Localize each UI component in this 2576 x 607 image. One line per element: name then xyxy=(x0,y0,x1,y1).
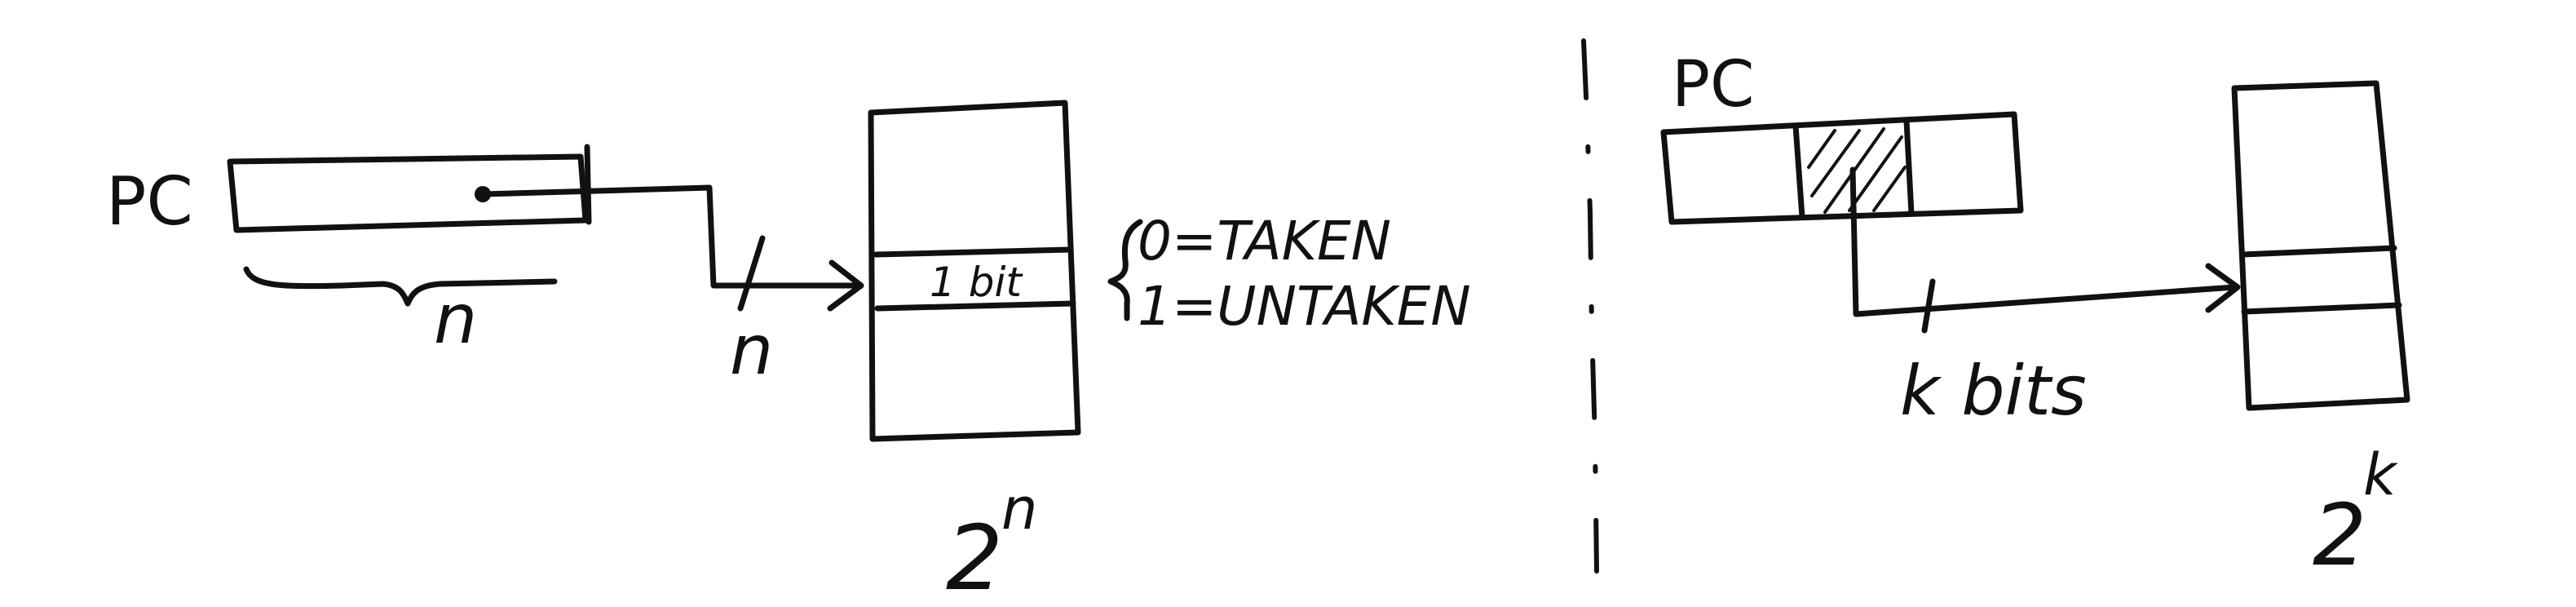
left-n-under-pc: n xyxy=(434,279,477,359)
right-pc-register xyxy=(1660,111,2024,225)
right-index-field-hatch xyxy=(1807,127,1907,214)
left-index-wire xyxy=(479,184,859,289)
left-pc-label: PC xyxy=(106,163,193,241)
right-table-row-bottom xyxy=(2241,302,2402,315)
left-legend-taken: 0=TAKEN xyxy=(1138,210,1391,272)
left-legend-untaken: 1=UNTAKEN xyxy=(1138,275,1471,338)
section-divider xyxy=(1581,38,1599,574)
right-table-size-base: 2 xyxy=(2313,485,2366,585)
right-arrowhead xyxy=(2205,263,2241,313)
right-bus-slash xyxy=(1921,278,1936,334)
left-table-entry-label: 1 bit xyxy=(930,259,1023,306)
left-pc-register xyxy=(227,153,589,233)
left-prediction-table xyxy=(868,100,1081,442)
left-pc-tick xyxy=(584,144,592,225)
left-n-brace xyxy=(243,266,558,307)
left-table-size-base: 2 xyxy=(946,506,1003,607)
right-field-right-edge xyxy=(1903,117,1915,217)
left-table-size-exp: n xyxy=(1001,476,1037,543)
left-legend-brace xyxy=(1107,219,1143,321)
left-table-row-top xyxy=(873,246,1073,258)
right-table-row-top xyxy=(2239,245,2397,258)
left-arrowhead xyxy=(827,259,864,312)
right-table-size-exp: k xyxy=(2363,441,2398,508)
left-n-on-wire: n xyxy=(730,310,773,390)
right-pc-label: PC xyxy=(1672,48,1755,122)
right-field-left-edge xyxy=(1792,122,1805,220)
left-bus-slash xyxy=(737,235,766,312)
right-prediction-table xyxy=(2231,80,2410,411)
right-k-bits-label: k bits xyxy=(1900,351,2087,431)
left-table-row-bottom xyxy=(874,300,1076,312)
left-scheme: PC n n 1 bit 2 n 0=TAKEN 1=UNTAKEN xyxy=(106,100,1471,607)
right-index-wire xyxy=(1849,166,2238,317)
right-scheme: PC k bits 2 k xyxy=(1660,48,2410,585)
left-wire-origin-dot xyxy=(475,186,491,202)
